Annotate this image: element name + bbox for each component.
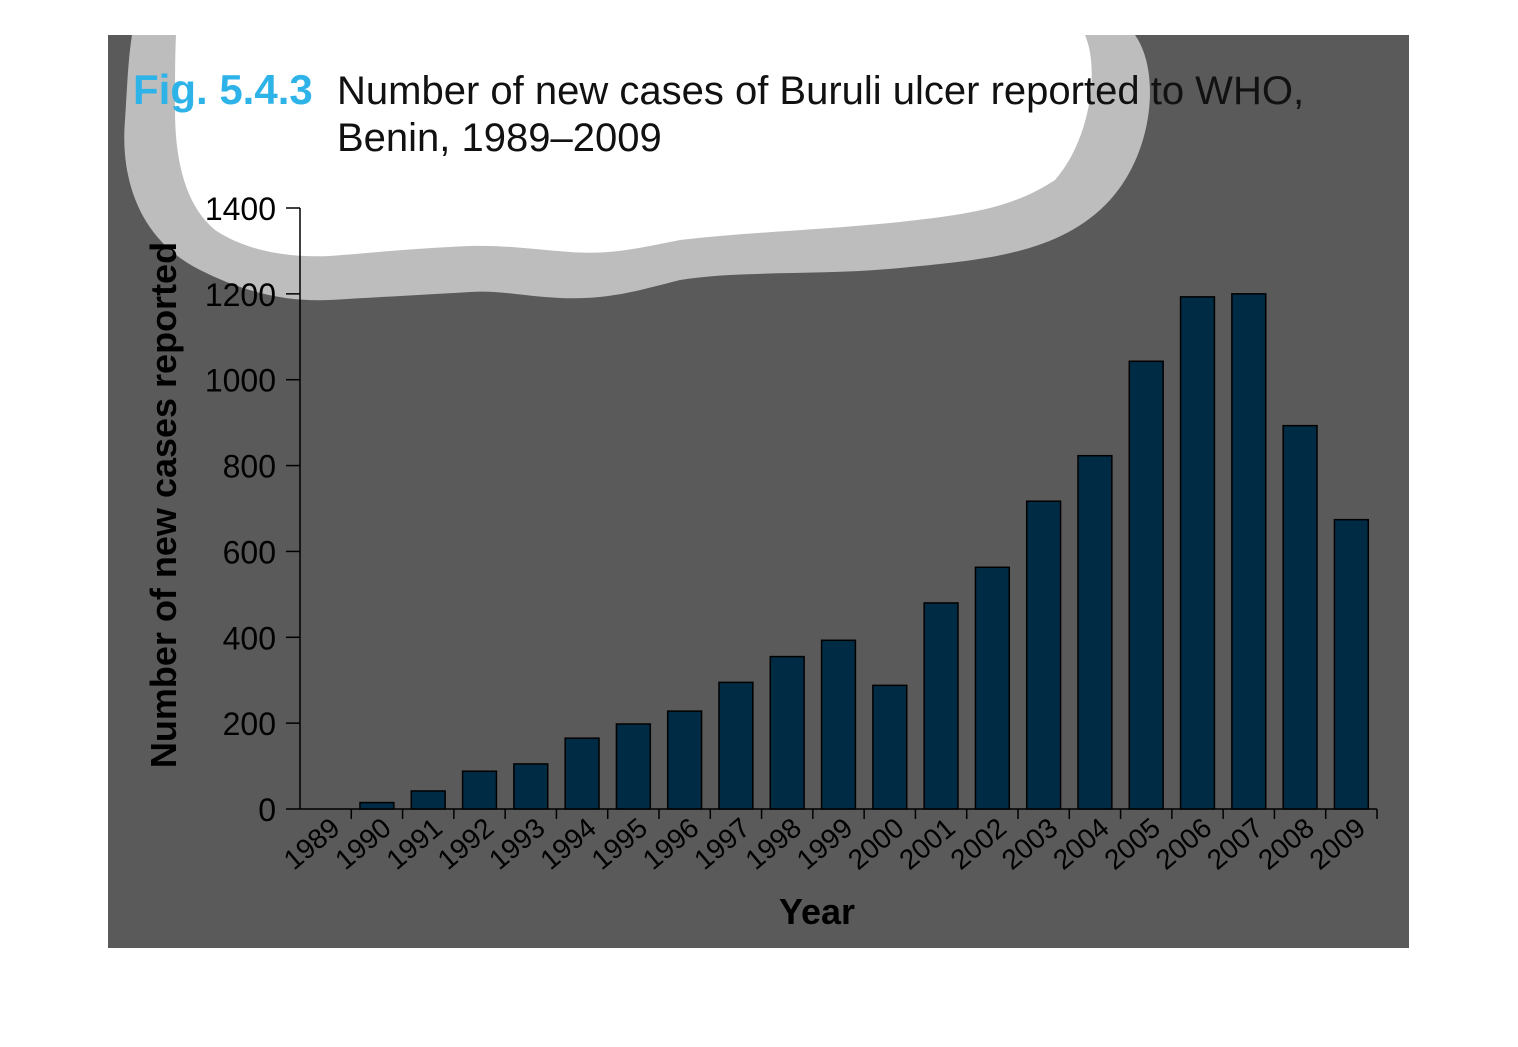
y-tick-label: 400	[223, 620, 276, 656]
bar-1999	[820, 639, 857, 810]
bars-group	[359, 293, 1370, 810]
bar-2003	[1025, 500, 1062, 810]
y-tick-label: 200	[223, 706, 276, 742]
y-tick-label: 600	[223, 534, 276, 570]
figure-label: Fig. 5.4.3	[133, 66, 313, 113]
y-tick-label: 0	[258, 792, 276, 828]
bar-2000	[872, 684, 908, 810]
y-axis-ticks: 0 200 400 600 800 1000 1200 1400	[205, 191, 300, 828]
bar-1992	[461, 770, 498, 810]
y-axis-label: Number of new cases reported	[143, 242, 184, 768]
bar-1996	[666, 710, 703, 810]
cloud-overlay	[124, 35, 1150, 301]
y-tick-label: 1200	[205, 277, 276, 313]
bar-2001	[923, 602, 959, 810]
bar-2009	[1333, 518, 1370, 810]
bar-2005	[1128, 360, 1164, 810]
bar-2006	[1179, 296, 1216, 810]
bar-1995	[615, 723, 652, 810]
bar-1998	[769, 655, 805, 810]
bar-1997	[718, 681, 754, 810]
x-axis-label: Year	[779, 891, 855, 932]
bar-1993	[513, 763, 549, 810]
y-tick-label: 1400	[205, 191, 276, 227]
bar-2007	[1231, 293, 1267, 810]
bar-1994	[564, 737, 600, 810]
chart-title-line-1: Number of new cases of Buruli ulcer repo…	[337, 69, 1304, 113]
bar-2008	[1282, 424, 1318, 810]
bar-1990	[359, 801, 395, 810]
chart-title-line-2: Benin, 1989–2009	[337, 116, 662, 160]
bar-2004	[1077, 454, 1113, 810]
y-tick-label: 800	[223, 449, 276, 485]
y-tick-label: 1000	[205, 363, 276, 399]
bar-2002	[974, 566, 1011, 810]
bar-1991	[410, 790, 446, 810]
cloud-fill	[175, 35, 1092, 257]
